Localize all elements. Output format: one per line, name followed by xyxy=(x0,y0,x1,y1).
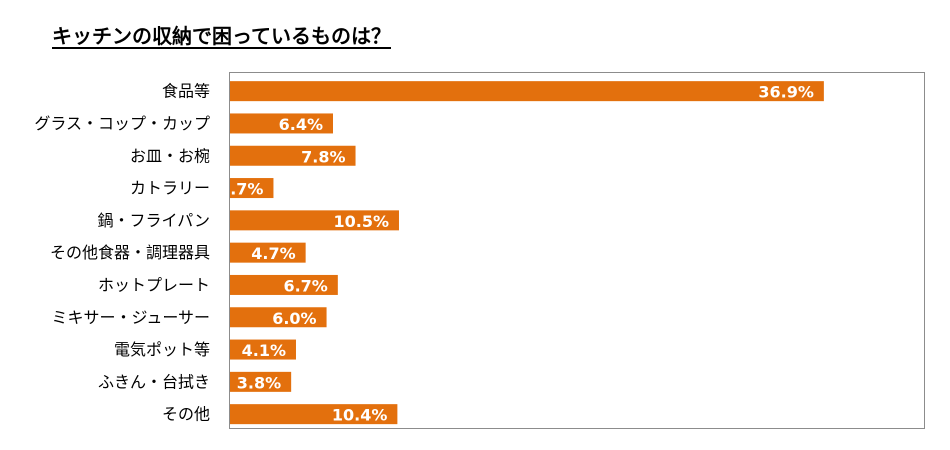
bar xyxy=(230,145,356,166)
value-label: 6.0% xyxy=(272,309,316,328)
value-label: 4.1% xyxy=(242,341,286,360)
category-label: 鍋・フライパン xyxy=(98,211,210,230)
value-label: 10.5% xyxy=(333,212,389,231)
category-label: その他食器・調理器具 xyxy=(50,243,210,262)
value-label: 10.4% xyxy=(332,406,388,425)
category-label: ホットプレート xyxy=(98,275,210,294)
chart-title: キッチンの収納で困っているものは？ xyxy=(52,24,391,48)
value-label: 2.7% xyxy=(219,180,263,199)
category-label: ミキサー・ジューサー xyxy=(51,308,210,327)
bar xyxy=(230,210,399,231)
value-label: 3.8% xyxy=(237,373,281,392)
bar xyxy=(230,178,274,199)
category-label: 食品等 xyxy=(162,82,210,101)
value-label: 6.7% xyxy=(283,276,327,295)
plot-area xyxy=(229,72,925,429)
value-label: 7.8% xyxy=(301,147,345,166)
bar xyxy=(230,242,306,263)
bar xyxy=(230,113,334,134)
bar xyxy=(230,404,398,425)
value-label: 6.4% xyxy=(279,115,323,134)
bars-group: 食品等 36.9% グラス・コップ・カップ 6.4% お皿・お椀 7.8% カトラリー 2.7… xyxy=(34,81,824,425)
bar xyxy=(230,371,292,392)
bar xyxy=(230,307,327,328)
category-label: その他 xyxy=(162,405,210,424)
value-label: 36.9% xyxy=(758,83,814,102)
bar xyxy=(230,339,296,360)
category-label: カトラリー xyxy=(130,179,210,198)
category-label: お皿・お椀 xyxy=(130,146,210,165)
bar xyxy=(230,274,338,295)
category-label: 電気ポット等 xyxy=(114,340,210,359)
category-label: ふきん・台拭き xyxy=(98,372,210,391)
category-label: グラス・コップ・カップ xyxy=(34,114,210,133)
value-label: 4.7% xyxy=(251,244,295,263)
bar xyxy=(230,81,824,102)
